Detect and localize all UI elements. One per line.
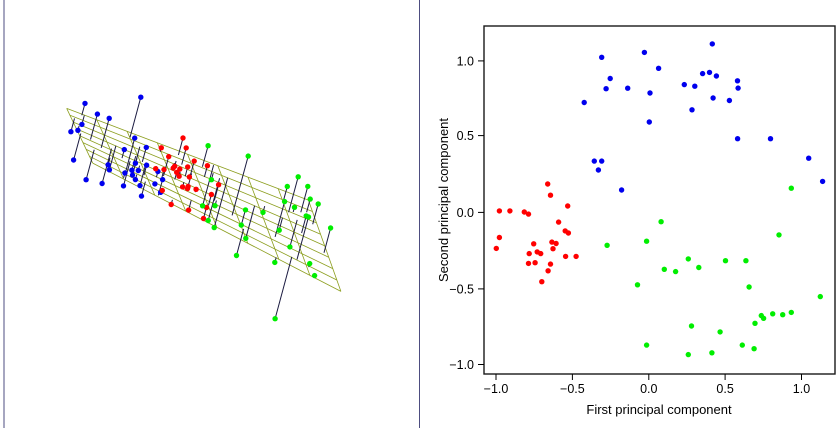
svg-text:1.0: 1.0 <box>793 382 810 396</box>
svg-text:−1.0: −1.0 <box>484 382 509 396</box>
svg-text:Second principal component: Second principal component <box>436 118 451 282</box>
svg-text:1.0: 1.0 <box>457 54 474 68</box>
svg-text:−1.0: −1.0 <box>449 358 474 372</box>
svg-text:0.5: 0.5 <box>457 129 474 143</box>
svg-text:First principal component: First principal component <box>586 402 732 417</box>
svg-text:0.5: 0.5 <box>716 382 733 396</box>
svg-text:0.0: 0.0 <box>457 206 474 220</box>
svg-text:−0.5: −0.5 <box>560 382 585 396</box>
svg-text:−0.5: −0.5 <box>449 282 474 296</box>
svg-text:0.0: 0.0 <box>640 382 657 396</box>
